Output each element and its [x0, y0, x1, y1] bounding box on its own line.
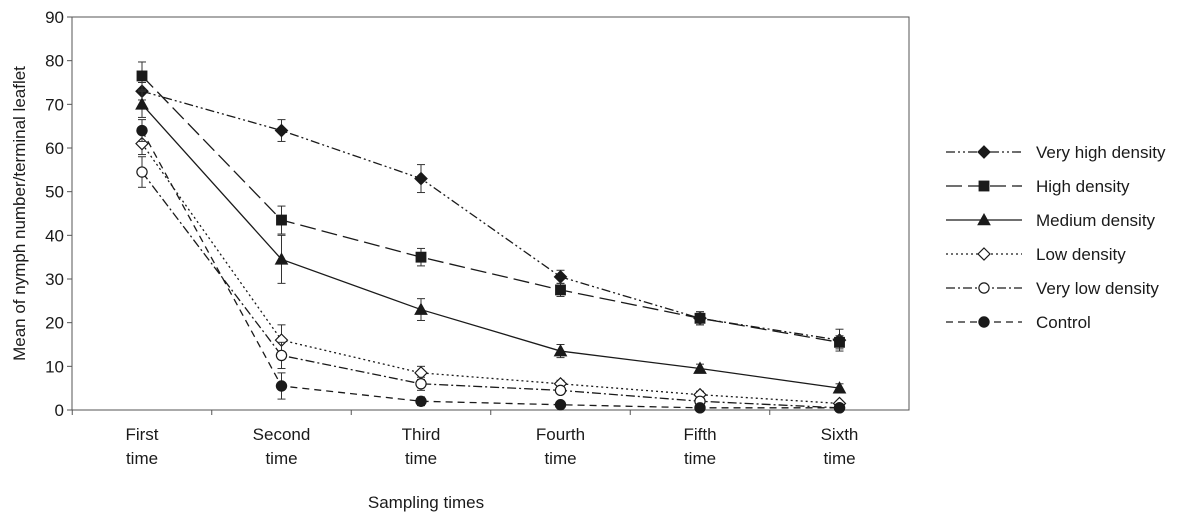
x-axis-title: Sampling times [368, 493, 484, 512]
data-point [136, 124, 148, 137]
x-tick-label: Second time [253, 425, 311, 468]
y-tick-label: 10 [45, 357, 64, 376]
data-point [136, 166, 148, 178]
y-tick-label: 80 [45, 52, 64, 71]
data-point [553, 344, 568, 357]
data-point [694, 312, 706, 324]
data-point [275, 380, 288, 392]
legend-item: Medium density [946, 211, 1156, 230]
data-point [275, 349, 288, 362]
data-point [415, 378, 427, 390]
data-point [276, 214, 287, 226]
data-point [415, 395, 427, 407]
data-point [555, 284, 566, 296]
axes: 0 10 20 30 40 50 60 70 80 90 First time Second time Th… [10, 8, 910, 512]
series-line [141, 90, 840, 341]
legend-item: Control [946, 313, 1091, 332]
data-point [274, 123, 289, 138]
data-point [553, 269, 568, 284]
series-line [141, 75, 840, 343]
legend-marker [978, 316, 990, 328]
data-point [693, 361, 707, 374]
legend-marker [977, 212, 991, 226]
data-point [135, 97, 149, 110]
data-point [554, 399, 567, 411]
data-point [554, 384, 567, 397]
x-tick-label: Fifth time [683, 425, 716, 468]
data-point [274, 252, 289, 265]
data-point [414, 171, 428, 186]
legend-marker [977, 247, 991, 261]
legend-item: Low density [946, 245, 1126, 264]
data-point [414, 302, 428, 315]
x-tick-label: Fourth time [536, 425, 585, 468]
y-tick-label: 20 [45, 314, 64, 333]
x-tick-label: Third time [402, 425, 441, 468]
legend-marker [978, 282, 990, 294]
legend-marker [978, 180, 990, 192]
series-high-density [136, 61, 845, 350]
data-point [415, 251, 427, 263]
x-tick-label: Sixth time [821, 425, 859, 468]
legend-item: Very low density [946, 279, 1159, 298]
legend-label: Low density [1036, 245, 1126, 264]
y-tick-label: 90 [45, 8, 64, 27]
legend-marker [977, 145, 991, 159]
data-point [694, 402, 706, 414]
legend-label: Very high density [1036, 143, 1166, 162]
series-line [141, 171, 840, 409]
series-medium-density [135, 90, 847, 394]
series-control [136, 119, 846, 414]
legend-item: High density [946, 177, 1130, 196]
legend-label: Control [1036, 313, 1091, 332]
data-point [832, 381, 847, 394]
legend: Very high density High density Medium dens… [946, 143, 1166, 332]
legend-label: Medium density [1036, 211, 1156, 230]
data-point [136, 70, 148, 82]
series-line [141, 103, 840, 389]
plot-frame [71, 16, 910, 411]
y-tick-label: 60 [45, 139, 64, 158]
y-tick-label: 30 [45, 270, 64, 289]
series-low-density [135, 132, 847, 411]
y-tick-label: 0 [55, 401, 64, 420]
data-point [834, 336, 845, 348]
y-tick-label: 40 [45, 226, 64, 245]
series-line [141, 143, 840, 405]
series-line [141, 130, 840, 409]
legend-label: Very low density [1036, 279, 1159, 298]
y-tick-label: 70 [45, 95, 64, 114]
data-point [833, 402, 846, 414]
legend-label: High density [1036, 177, 1130, 196]
legend-item: Very high density [946, 143, 1166, 162]
y-tick-label: 50 [45, 183, 64, 202]
y-axis-title: Mean of nymph number/terminal leaflet [10, 66, 29, 361]
series-layer [135, 61, 847, 414]
x-tick-label: First time [125, 425, 158, 468]
